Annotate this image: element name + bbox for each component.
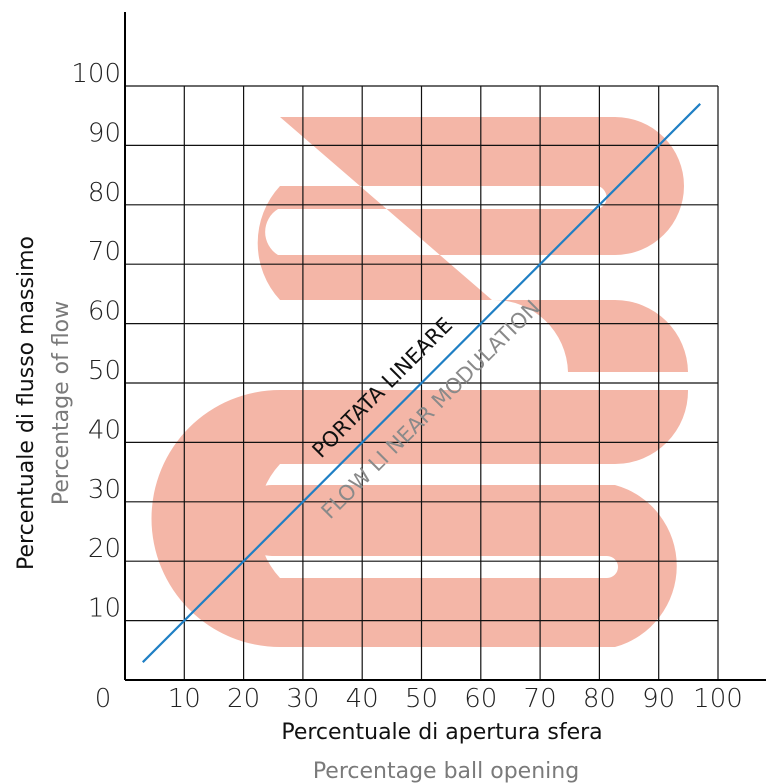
band-segment-1	[257, 117, 688, 372]
series	[142, 103, 701, 663]
x-tick-label: 40	[346, 684, 379, 714]
band-segment-2	[151, 390, 689, 647]
x-tick-label: 50	[405, 684, 438, 714]
x-tick-label: 100	[693, 684, 743, 714]
y-tick-label: 100	[71, 59, 121, 89]
y-axis-label: Percentuale di flusso massimo	[14, 236, 39, 570]
y-tick-label: 40	[88, 415, 121, 445]
y-tick-label: 80	[88, 178, 121, 208]
x-tick-label: 60	[464, 684, 497, 714]
x-tick-label: 90	[642, 684, 675, 714]
y-tick-label: 60	[88, 297, 121, 327]
y-tick-label: 90	[88, 118, 121, 148]
tick-labels: 0 10 20 30 40 50 60 70 80 90 100 10 20 30 40 50 60 70 80 90…	[71, 59, 742, 714]
x-tick-label: 30	[286, 684, 319, 714]
x-tick-label: 20	[227, 684, 260, 714]
x-tick-label: 10	[168, 684, 201, 714]
serpentine-band	[151, 117, 689, 647]
y-tick-label: 30	[88, 475, 121, 505]
x-axis-label: Percentuale di apertura sfera	[281, 720, 602, 745]
y-tick-label: 70	[88, 237, 121, 267]
y-axis-label-secondary: Percentage of flow	[49, 301, 74, 505]
x-tick-label: 80	[583, 684, 616, 714]
x-tick-label: 0	[95, 684, 112, 714]
y-tick-label: 10	[88, 594, 121, 624]
x-axis-label-secondary: Percentage ball opening	[313, 759, 579, 784]
x-tick-label: 70	[524, 684, 557, 714]
axes	[124, 12, 766, 681]
series-line-1	[142, 103, 701, 663]
y-tick-label: 20	[88, 534, 121, 564]
y-tick-label: 50	[88, 356, 121, 386]
